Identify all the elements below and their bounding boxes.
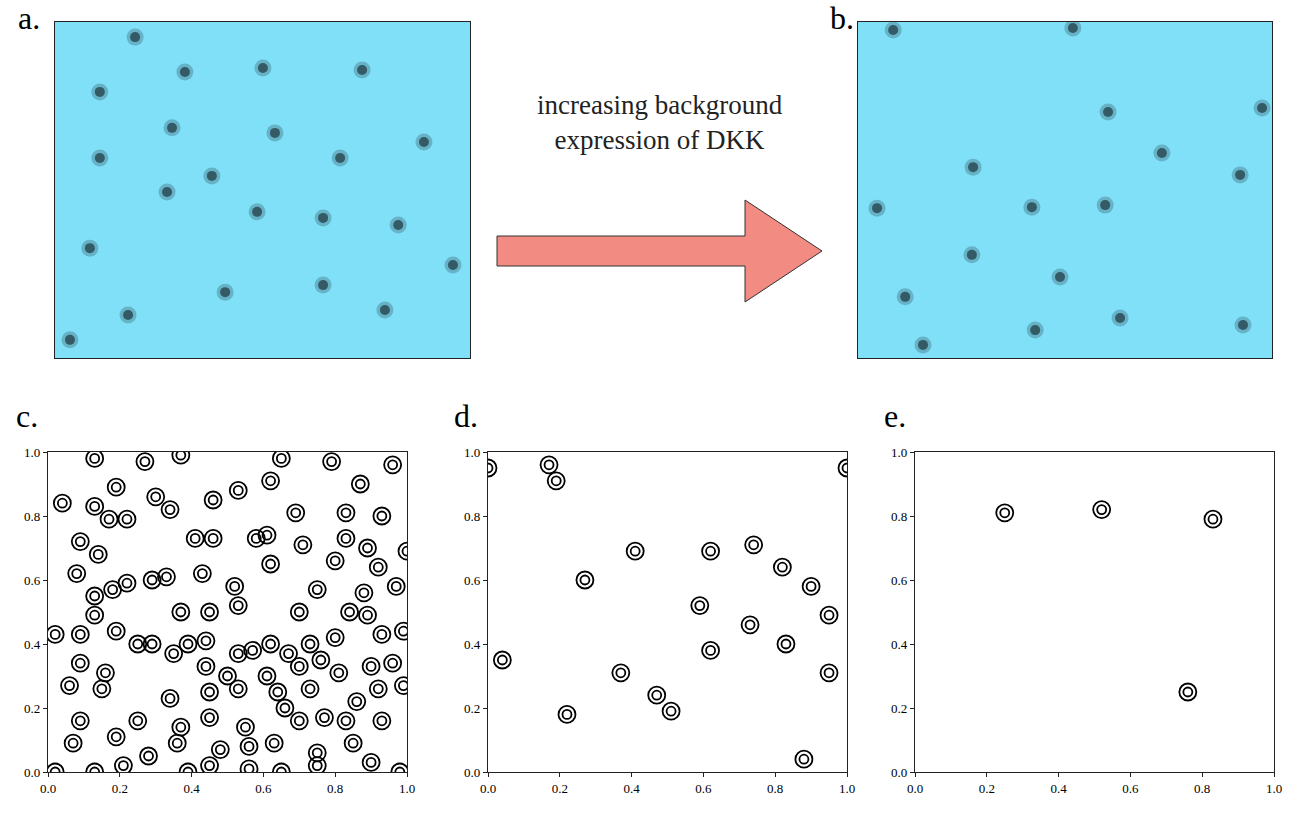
svg-text:0.6: 0.6: [695, 781, 712, 796]
svg-text:0.4: 0.4: [1050, 781, 1067, 796]
svg-text:0.2: 0.2: [552, 781, 568, 796]
svg-text:b.: b.: [830, 0, 854, 36]
svg-text:increasing backgroundexpressio: increasing backgroundexpression of DKK: [537, 90, 783, 155]
svg-text:0.2: 0.2: [891, 701, 907, 716]
svg-text:0.6: 0.6: [24, 573, 41, 588]
svg-text:0.8: 0.8: [327, 781, 343, 796]
svg-text:0.0: 0.0: [464, 765, 480, 780]
svg-text:0.8: 0.8: [24, 509, 40, 524]
svg-text:0.8: 0.8: [464, 509, 480, 524]
svg-text:0.4: 0.4: [623, 781, 640, 796]
svg-text:0.6: 0.6: [1122, 781, 1139, 796]
svg-text:0.0: 0.0: [891, 765, 907, 780]
svg-text:0.6: 0.6: [464, 573, 481, 588]
svg-text:0.8: 0.8: [891, 509, 907, 524]
svg-text:0.2: 0.2: [24, 701, 40, 716]
svg-text:0.8: 0.8: [767, 781, 783, 796]
svg-text:0.2: 0.2: [112, 781, 128, 796]
svg-text:1.0: 1.0: [24, 445, 40, 460]
svg-text:1.0: 1.0: [839, 781, 855, 796]
svg-text:0.0: 0.0: [907, 781, 923, 796]
svg-text:0.6: 0.6: [255, 781, 272, 796]
svg-text:0.2: 0.2: [979, 781, 995, 796]
svg-text:1.0: 1.0: [464, 445, 480, 460]
svg-text:0.4: 0.4: [891, 637, 908, 652]
svg-text:0.2: 0.2: [464, 701, 480, 716]
svg-text:1.0: 1.0: [891, 445, 907, 460]
svg-text:0.6: 0.6: [891, 573, 908, 588]
svg-text:0.0: 0.0: [40, 781, 56, 796]
svg-text:e.: e.: [884, 398, 906, 434]
svg-text:0.0: 0.0: [480, 781, 496, 796]
svg-text:d.: d.: [454, 398, 478, 434]
svg-text:c.: c.: [16, 398, 38, 434]
svg-text:0.4: 0.4: [24, 637, 41, 652]
svg-text:1.0: 1.0: [1266, 781, 1282, 796]
svg-text:0.4: 0.4: [464, 637, 481, 652]
svg-text:a.: a.: [18, 0, 40, 36]
svg-text:0.0: 0.0: [24, 765, 40, 780]
svg-text:1.0: 1.0: [399, 781, 415, 796]
svg-text:0.8: 0.8: [1194, 781, 1210, 796]
svg-text:0.4: 0.4: [183, 781, 200, 796]
